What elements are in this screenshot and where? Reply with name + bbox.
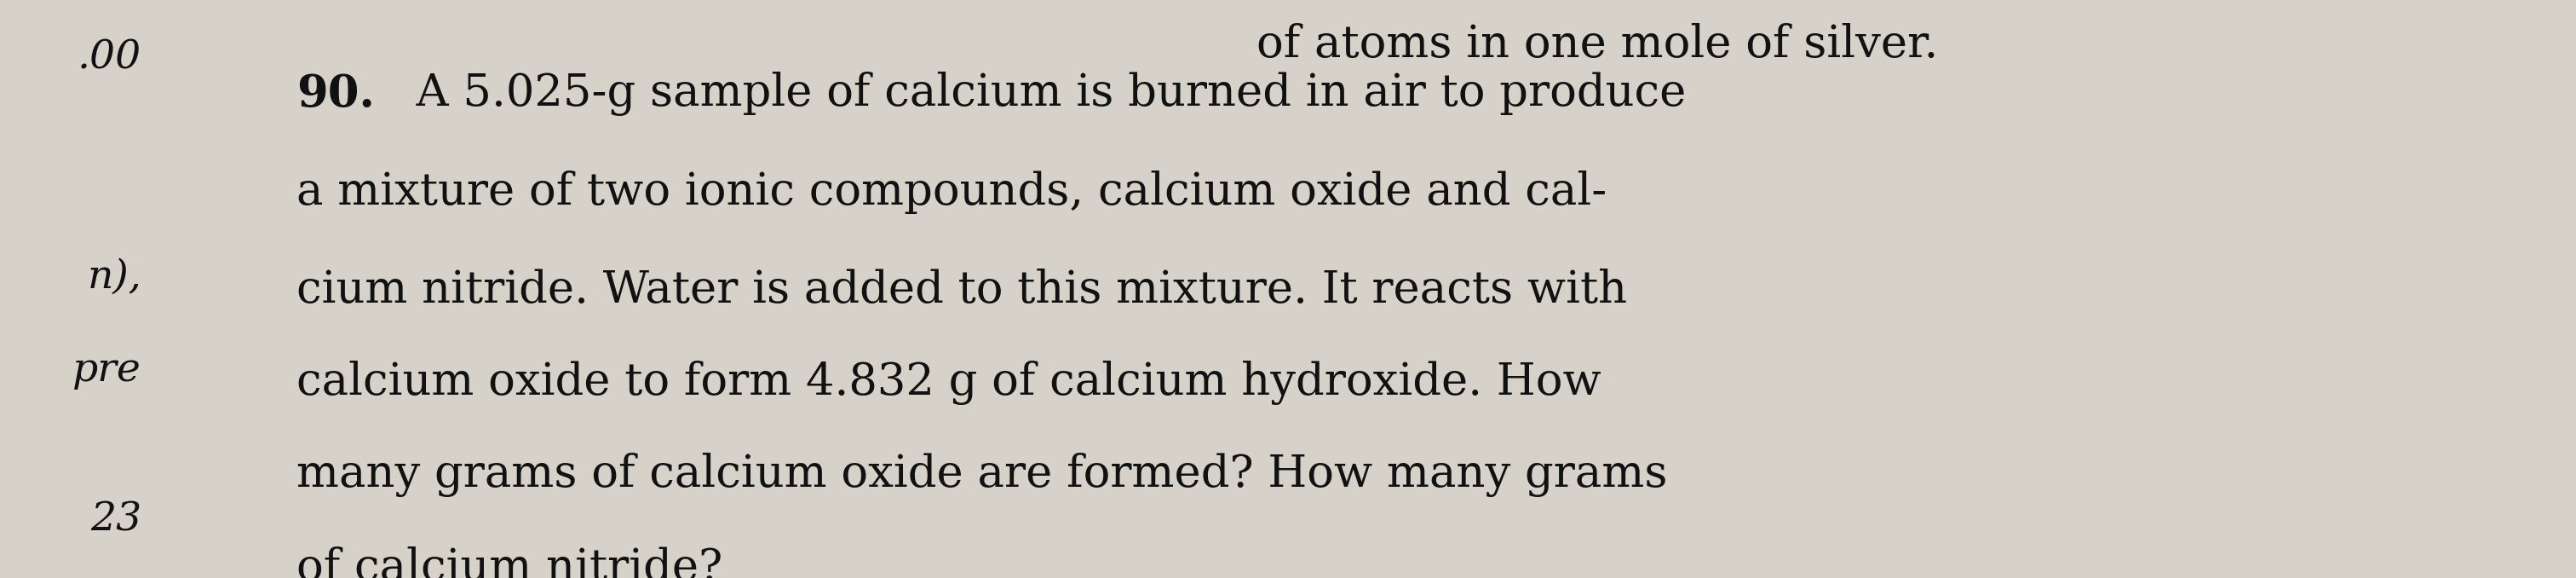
Text: .00: .00	[77, 39, 142, 77]
Text: 23: 23	[90, 501, 142, 539]
Text: 90.: 90.	[296, 72, 374, 116]
Text: a mixture of two ionic compounds, calcium oxide and cal-: a mixture of two ionic compounds, calciu…	[296, 171, 1607, 214]
Text: n),: n),	[88, 258, 142, 297]
Text: cium nitride. Water is added to this mixture. It reacts with: cium nitride. Water is added to this mix…	[296, 269, 1628, 312]
Text: of calcium nitride?: of calcium nitride?	[296, 546, 721, 578]
Text: A 5.025-g sample of calcium is burned in air to produce: A 5.025-g sample of calcium is burned in…	[386, 71, 1685, 116]
Text: calcium oxide to form 4.832 g of calcium hydroxide. How: calcium oxide to form 4.832 g of calcium…	[296, 360, 1602, 405]
Text: many grams of calcium oxide are formed? How many grams: many grams of calcium oxide are formed? …	[296, 453, 1667, 497]
Text: of atoms in one mole of silver.: of atoms in one mole of silver.	[1257, 23, 1937, 66]
Text: pre: pre	[72, 351, 142, 389]
